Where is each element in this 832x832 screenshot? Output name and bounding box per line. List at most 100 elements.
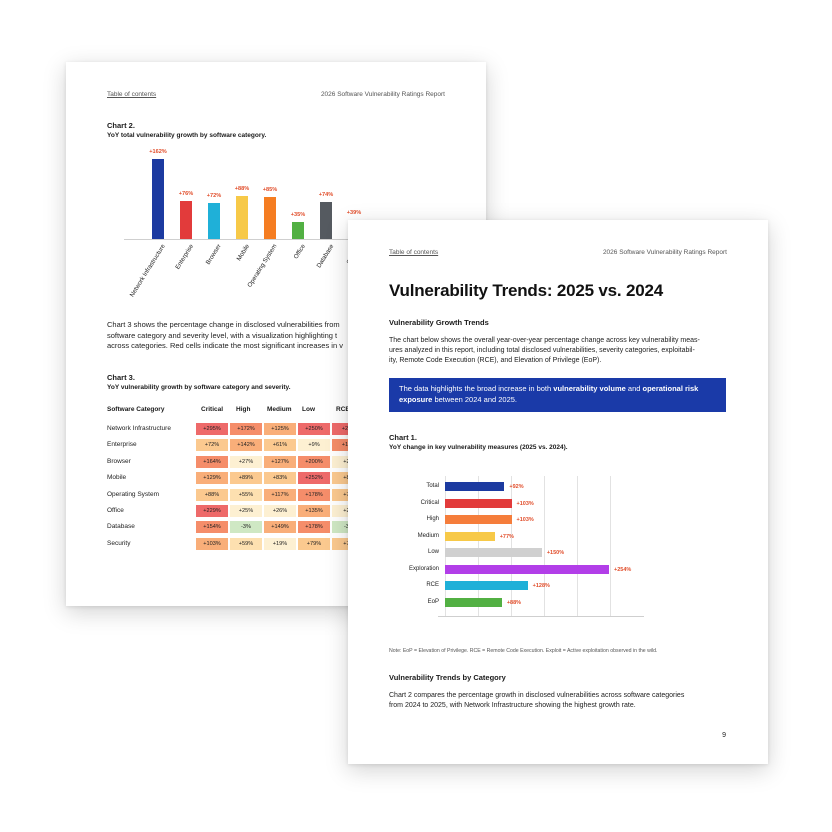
heatmap-cell: +55%: [230, 488, 262, 501]
callout-text: between 2024 and 2025.: [432, 394, 518, 404]
chart1-value-label: +254%: [614, 566, 632, 573]
chart1-category-label: Total: [426, 483, 439, 489]
page-number: 9: [722, 732, 726, 739]
heatmap-cell: +59%: [230, 537, 262, 550]
chart2-value-label: +88%: [234, 185, 250, 192]
paragraph-line: Chart 2 compares the percentage growth i…: [389, 692, 685, 699]
chart3-intro-paragraph: Chart 3 shows the percentage change in d…: [107, 320, 486, 352]
heatmap-cell: +125%: [264, 423, 296, 435]
highlight-callout: The data highlights the broad increase i…: [389, 378, 726, 412]
heatmap-row-label: Operating System: [107, 490, 160, 498]
chart2-bar: [152, 159, 164, 239]
chart2-category-label: Operating System: [246, 243, 279, 289]
paragraph-line: Chart 3 shows the percentage change in d…: [107, 320, 340, 329]
chart1-gridline: [577, 476, 578, 616]
chart2-bar: [320, 202, 332, 239]
heatmap-cell: -3%: [230, 521, 262, 534]
chart2-bar: [208, 203, 220, 239]
report-page-front: Table of contents 2026 Software Vulnerab…: [348, 220, 768, 764]
heatmap-cell: +27%: [230, 455, 262, 468]
paragraph-line: ures analyzed in this report, including …: [389, 347, 695, 354]
paragraph-line: across categories. Red cells indicate th…: [107, 341, 343, 350]
chart2-value-label: +35%: [290, 211, 306, 218]
chart1-category-label: High: [426, 516, 439, 522]
heatmap-column-header: Low: [302, 406, 315, 413]
chart1-gridline: [478, 476, 479, 616]
chart1-bar: [445, 531, 495, 541]
chart2-category-label: Mobile: [235, 243, 251, 263]
heatmap-cell: +250%: [298, 423, 330, 435]
chart1-bar: [445, 498, 512, 508]
table-of-contents-link[interactable]: Table of contents: [389, 249, 439, 256]
heatmap-row-label: Mobile: [107, 474, 127, 482]
chart2-value-label: +85%: [262, 187, 278, 194]
heatmap-cell: +72%: [196, 439, 228, 452]
heatmap-cell: +252%: [298, 472, 330, 485]
heatmap-cell: +149%: [264, 521, 296, 534]
heatmap-cell: +19%: [264, 537, 296, 550]
chart2-value-label: +72%: [206, 193, 222, 200]
heatmap-cell: +79%: [298, 537, 330, 550]
chart1-category-label: Exploration: [408, 565, 439, 572]
chart2-category-label: Browser: [204, 243, 223, 266]
heatmap-cell: +154%: [196, 521, 228, 534]
chart1-gridline: [544, 476, 545, 616]
callout-emphasis: exposure: [399, 394, 433, 404]
heatmap-cell: +200%: [298, 455, 330, 468]
heatmap-cell: +178%: [298, 521, 330, 534]
page-title: Vulnerability Trends: 2025 vs. 2024: [389, 281, 663, 300]
intro-paragraph: The chart below shows the overall year-o…: [389, 336, 739, 366]
chart2-bar: [264, 197, 276, 239]
heatmap-column-header: RCE: [336, 406, 350, 413]
heatmap-cell: +88%: [196, 488, 228, 501]
category-paragraph: Chart 2 compares the percentage growth i…: [389, 691, 739, 711]
heatmap-cell: +129%: [196, 472, 228, 485]
chart1-gridline: [610, 476, 611, 616]
chart1-category-label: EoP: [427, 598, 439, 605]
chart2-category-label: Enterprise: [174, 243, 195, 271]
chart1-value-label: +103%: [516, 517, 534, 523]
heatmap-column-header: Medium: [267, 406, 292, 413]
chart2-bar: [180, 201, 192, 239]
heatmap-cell: +25%: [230, 505, 262, 517]
heatmap-cell: +135%: [298, 505, 330, 517]
chart2-baseline: [124, 239, 374, 240]
heatmap-column-header: High: [236, 406, 251, 413]
chart1-value-label: +128%: [532, 583, 550, 589]
chart1-category-label: Medium: [417, 532, 439, 539]
table-of-contents-link[interactable]: Table of contents: [107, 91, 157, 98]
chart2-bar: [236, 195, 248, 239]
heatmap-cell: +142%: [230, 439, 262, 452]
heatmap-row-label: Network Infrastructure: [107, 425, 171, 432]
chart1-subtitle: YoY change in key vulnerability measures…: [389, 444, 568, 451]
chart1-value-label: +103%: [516, 500, 534, 507]
heatmap-cell: +9%: [298, 439, 330, 452]
chart1-value-label: +92%: [509, 484, 524, 490]
heatmap-row-label: Security: [107, 539, 131, 547]
heatmap-cell: +83%: [264, 472, 296, 485]
chart2-bar: [292, 221, 304, 239]
section-heading-growth-trends: Vulnerability Growth Trends: [389, 318, 489, 327]
paragraph-line: from 2024 to 2025, with Network Infrastr…: [389, 702, 636, 709]
callout-text: and: [625, 384, 643, 393]
heatmap-cell: +117%: [264, 488, 296, 501]
heatmap-column-header: Critical: [201, 406, 224, 413]
heatmap-row-label: Office: [107, 507, 124, 514]
heatmap-cell: +103%: [196, 537, 228, 550]
chart3-tag: Chart 3.: [107, 373, 135, 382]
chart2-value-label: +74%: [318, 192, 334, 199]
heatmap-cell: +61%: [264, 439, 296, 452]
heatmap-cell: +229%: [196, 505, 228, 517]
chart2-category-label: Office: [292, 243, 307, 261]
chart1-bar: [445, 482, 505, 491]
chart-footnote: Note: EoP = Elevation of Privilege. RCE …: [389, 648, 658, 654]
callout-emphasis: operational risk: [642, 384, 699, 393]
heatmap-cell: +164%: [196, 455, 228, 468]
paragraph-line: The chart below shows the overall year-o…: [389, 337, 700, 344]
heatmap-row-label: Database: [107, 523, 135, 531]
heatmap-cell: +172%: [230, 423, 262, 435]
chart1-category-label: RCE: [426, 582, 439, 588]
heatmap-row-label: Enterprise: [107, 441, 137, 449]
section-heading-by-category: Vulnerability Trends by Category: [389, 673, 506, 682]
chart1-gridline: [511, 476, 512, 616]
